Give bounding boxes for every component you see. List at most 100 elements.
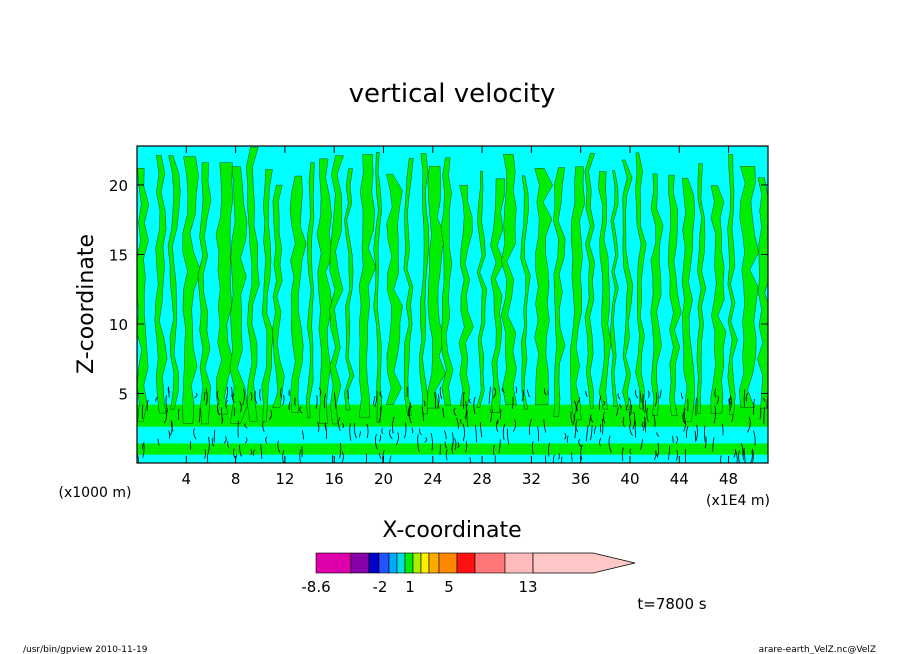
contour-line: [762, 397, 766, 403]
contour-line: [578, 438, 582, 447]
contour-line: [338, 417, 341, 431]
contour-line: [731, 414, 734, 423]
contour-line: [632, 411, 636, 430]
contour-line: [695, 424, 698, 441]
contour-line: [570, 411, 573, 424]
contour-line: [659, 389, 662, 399]
x-tick-label: 24: [423, 470, 442, 488]
plume: [621, 159, 634, 411]
contour-line: [282, 450, 285, 463]
x-tick-label: 12: [275, 470, 294, 488]
contour-line: [743, 449, 746, 463]
contour-line: [444, 430, 447, 440]
contour-line: [468, 398, 472, 404]
colorbar-label: -8.6: [301, 578, 330, 596]
contour-line: [359, 431, 361, 438]
x-tick-label: 20: [374, 470, 393, 488]
contour-line: [408, 406, 412, 424]
contour-line: [366, 423, 369, 439]
contour-line: [436, 394, 440, 409]
y-tick-label: 5: [118, 385, 128, 403]
plume: [440, 157, 454, 406]
contour-line: [365, 453, 368, 463]
contour-line: [639, 390, 642, 403]
plume: [197, 162, 212, 425]
contour-line: [233, 407, 236, 417]
plume: [246, 147, 260, 422]
contour-line: [457, 441, 460, 449]
plume: [584, 152, 596, 409]
contour-line: [334, 392, 337, 410]
contour-line: [743, 389, 746, 407]
colorbar-cell: [378, 552, 390, 574]
contour-line: [382, 449, 385, 463]
contour-line: [594, 426, 597, 435]
x-axis: 4 8 12 16 20 24 28 32 36 40 44 48: [182, 146, 738, 488]
contour-line: [379, 391, 383, 398]
contour-line: [142, 443, 145, 458]
contour-line: [324, 422, 327, 431]
contour-line: [456, 417, 459, 429]
contour-line: [430, 433, 433, 451]
contour-line: [227, 440, 230, 448]
contour-line: [494, 455, 496, 463]
contour-line: [141, 404, 144, 419]
contour-line: [531, 441, 534, 455]
contour-line: [490, 408, 493, 423]
contour-line: [265, 436, 268, 445]
contour-line: [444, 441, 448, 449]
contour-line: [170, 421, 174, 432]
contour-line: [168, 430, 171, 439]
contour-line: [544, 455, 547, 463]
contour-line: [233, 448, 236, 458]
contour-line: [242, 388, 245, 406]
contour-line: [745, 392, 749, 402]
contour-line: [163, 410, 168, 424]
contour-line: [543, 419, 547, 433]
colorbar-label: -2: [373, 578, 388, 596]
contour-line: [302, 430, 305, 440]
contour-line: [475, 424, 477, 443]
plume: [696, 163, 707, 414]
contour-line: [496, 420, 499, 433]
contour-line: [528, 418, 532, 435]
colorbar-label: 1: [405, 578, 415, 596]
contour-line: [753, 399, 755, 416]
contour-line: [454, 438, 457, 451]
contour-line: [341, 422, 344, 429]
y-tick-label: 20: [109, 177, 128, 195]
contour-line: [507, 428, 510, 445]
contour-line: [280, 387, 282, 399]
contour-line: [733, 449, 736, 458]
plume: [403, 158, 414, 416]
contour-line: [339, 442, 342, 459]
contour-line: [262, 420, 265, 432]
contour-line: [656, 431, 660, 437]
contour-line: [641, 421, 644, 428]
plume: [167, 155, 181, 410]
contour-line: [250, 448, 253, 456]
contour-line: [347, 389, 350, 400]
contour-line: [316, 422, 320, 433]
contour-line: [445, 449, 448, 461]
colorbar-cell: [438, 552, 458, 574]
contour-line: [268, 409, 273, 420]
colorbar-cell: [396, 552, 406, 574]
contour-line: [646, 407, 649, 423]
contour-line: [499, 408, 502, 419]
contour-line: [590, 424, 593, 441]
plume: [681, 178, 696, 422]
contour-line: [728, 398, 731, 406]
y-tick-label: 10: [109, 316, 128, 334]
colorbar-cell: [315, 552, 352, 574]
contour-line: [572, 413, 576, 426]
contour-line: [288, 401, 291, 410]
contour-line: [585, 390, 588, 397]
plume: [215, 162, 234, 415]
x-tick-label: 40: [620, 470, 639, 488]
contour-line: [552, 454, 555, 463]
contour-line: [225, 399, 229, 408]
x-tick-label: 32: [522, 470, 541, 488]
contour-line: [378, 452, 382, 459]
